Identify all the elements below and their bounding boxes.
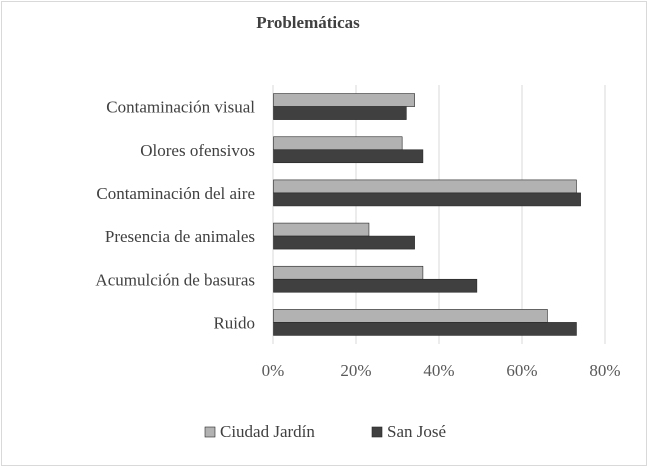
x-tick-label: 60%: [506, 361, 537, 380]
legend-label-ciudad-jardin: Ciudad Jardín: [220, 422, 315, 441]
bar-san-jose-contaminacion-visual: [273, 106, 407, 120]
x-axis-tick-labels: 0% 20% 40% 60% 80%: [262, 361, 621, 380]
bars: [273, 93, 581, 336]
bar-ciudad-jardin-contaminacion-del-aire: [273, 179, 577, 194]
x-tick-label: 0%: [262, 361, 285, 380]
category-labels: Contaminación visual Olores ofensivos Cont…: [95, 98, 255, 333]
bar-san-jose-olores-ofensivos: [273, 149, 424, 164]
bar-ciudad-jardin-acumulcion-de-basuras: [273, 265, 424, 280]
category-label-acumulcion-de-basuras: Acumulción de basuras: [95, 270, 255, 289]
bar-san-jose-ruido: [273, 322, 577, 336]
chart-title: Problemáticas: [256, 13, 360, 32]
gridlines: [272, 85, 606, 344]
bar-san-jose-presencia-de-animales: [273, 235, 415, 250]
category-label-presencia-de-animales: Presencia de animales: [105, 227, 255, 246]
x-tick-label: 80%: [589, 361, 620, 380]
legend: Ciudad Jardín San José: [204, 422, 446, 441]
x-tick-label: 40%: [423, 361, 454, 380]
bar-ciudad-jardin-presencia-de-animales: [273, 222, 370, 237]
bar-ciudad-jardin-contaminacion-visual: [273, 93, 415, 107]
category-label-contaminacion-visual: Contaminación visual: [106, 98, 255, 117]
bar-ciudad-jardin-olores-ofensivos: [273, 136, 403, 151]
legend-swatch-ciudad-jardin: [204, 426, 216, 438]
legend-swatch-san-jose: [371, 426, 383, 438]
category-label-ruido: Ruido: [213, 313, 255, 332]
legend-label-san-jose: San José: [387, 422, 446, 441]
category-label-contaminacion-del-aire: Contaminación del aire: [96, 184, 255, 203]
x-tick-label: 20%: [340, 361, 371, 380]
bar-san-jose-acumulcion-de-basuras: [273, 278, 478, 293]
category-label-olores-ofensivos: Olores ofensivos: [140, 141, 255, 160]
bar-ciudad-jardin-ruido: [273, 309, 548, 323]
bar-san-jose-contaminacion-del-aire: [273, 192, 581, 207]
